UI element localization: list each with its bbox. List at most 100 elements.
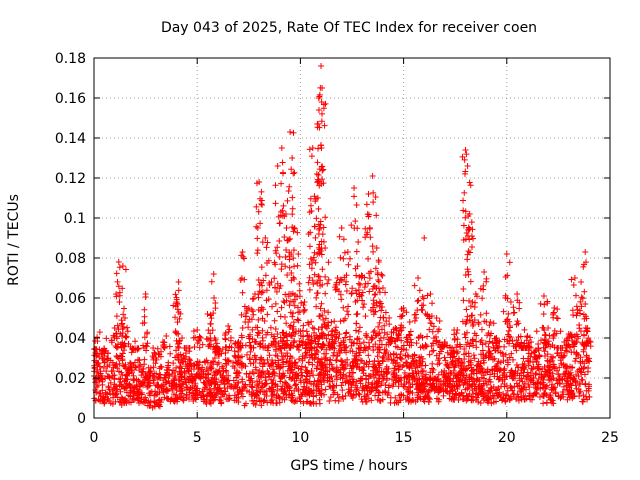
data-point (510, 309, 517, 316)
data-point (203, 385, 210, 392)
data-point (319, 176, 326, 183)
data-point (269, 366, 276, 373)
data-point (330, 366, 337, 373)
data-point (572, 358, 579, 365)
data-point (506, 397, 513, 404)
data-point (435, 398, 442, 405)
data-point (316, 335, 323, 342)
data-point (537, 380, 544, 387)
data-point (379, 272, 386, 279)
data-point (464, 251, 471, 258)
data-point (255, 277, 262, 284)
data-point (422, 383, 429, 390)
data-point (333, 373, 340, 380)
data-point (497, 359, 504, 366)
data-point (308, 208, 315, 215)
data-point (192, 380, 199, 387)
data-point (175, 279, 182, 285)
data-point (467, 361, 474, 368)
data-point (463, 230, 470, 237)
data-point (112, 363, 119, 370)
data-point (261, 389, 268, 396)
data-point (504, 272, 511, 279)
data-point (145, 383, 152, 390)
data-point (346, 333, 353, 340)
data-point (537, 300, 544, 307)
data-point (272, 247, 279, 254)
data-point (300, 308, 307, 315)
data-point (473, 394, 480, 401)
data-point (211, 380, 218, 387)
data-point (194, 390, 201, 397)
data-point (316, 400, 323, 407)
data-point (203, 375, 210, 382)
data-point (390, 371, 397, 378)
data-point (334, 352, 341, 359)
data-point (310, 372, 317, 379)
axis-ticks: 0 0.02 0.04 0.06 0.08 0.1 0.12 0.14 0.16 0.18 0 5 10… (55, 51, 619, 446)
data-point (276, 238, 283, 245)
data-point (158, 382, 165, 389)
data-point (186, 366, 193, 373)
data-point (348, 222, 355, 229)
data-point (369, 243, 376, 250)
data-point (279, 212, 286, 219)
data-point (572, 371, 579, 378)
data-point (337, 318, 344, 325)
data-point (223, 368, 230, 375)
data-point (479, 347, 486, 354)
data-point (564, 335, 571, 342)
data-point (189, 384, 196, 391)
data-point (496, 338, 503, 345)
data-point (291, 296, 298, 303)
data-point (536, 352, 543, 359)
data-point (232, 354, 239, 361)
data-point (459, 153, 466, 160)
data-point (460, 285, 467, 292)
data-point (148, 388, 155, 395)
data-point (278, 145, 285, 151)
data-point (525, 381, 532, 388)
data-point (388, 334, 395, 341)
data-point (242, 318, 249, 325)
data-point (192, 395, 199, 402)
data-point (155, 397, 162, 404)
data-point (99, 387, 106, 394)
data-point (490, 344, 497, 351)
data-point (311, 193, 318, 200)
data-point (259, 383, 266, 390)
data-point (416, 287, 423, 294)
data-point (562, 362, 569, 369)
data-point (333, 324, 340, 331)
data-point (355, 280, 362, 287)
data-point (514, 297, 521, 304)
data-point (220, 365, 227, 372)
data-point (385, 368, 392, 375)
data-point (346, 388, 353, 395)
data-point (581, 371, 588, 378)
data-point (468, 312, 475, 319)
data-point (374, 353, 381, 360)
data-point (365, 211, 372, 218)
data-point (339, 393, 346, 400)
data-point (362, 382, 369, 389)
data-point (482, 340, 489, 347)
data-point (505, 327, 512, 334)
data-point (93, 369, 100, 376)
data-point (401, 369, 408, 376)
data-point (298, 339, 305, 346)
data-point (119, 285, 126, 292)
data-point (294, 316, 301, 323)
data-point (205, 370, 212, 377)
data-point (316, 226, 323, 233)
data-point (292, 359, 299, 366)
data-point (176, 383, 183, 390)
data-point (284, 272, 291, 279)
data-point (332, 397, 339, 404)
data-point (483, 310, 490, 317)
data-point (456, 356, 463, 363)
data-point (319, 231, 326, 238)
data-point (169, 371, 176, 378)
data-point (151, 349, 158, 356)
data-point (560, 388, 567, 395)
